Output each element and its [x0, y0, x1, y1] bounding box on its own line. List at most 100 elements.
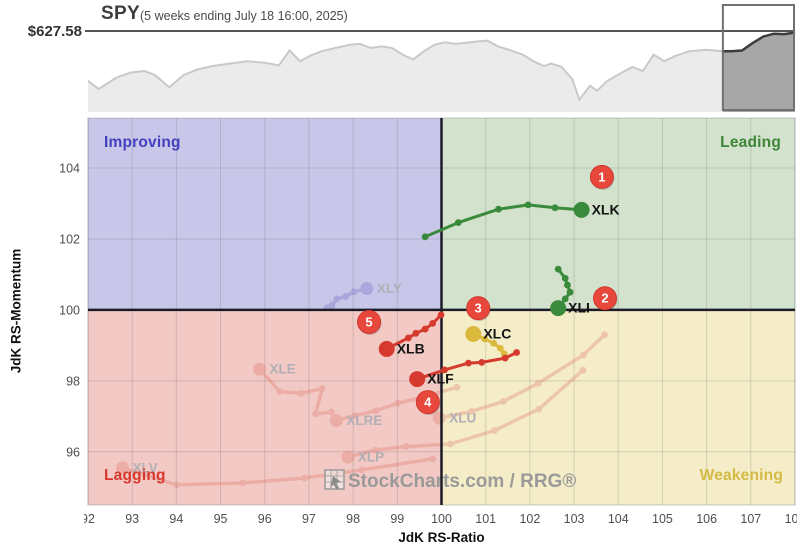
- xly-trail-dot: [350, 288, 358, 296]
- quadrant-improving: [88, 118, 442, 310]
- xlf-label[interactable]: XLF: [427, 371, 454, 387]
- xli-trail-dot: [561, 274, 569, 282]
- quadrant-leading: [441, 118, 795, 310]
- xle-trail-dot: [328, 408, 335, 416]
- quadrant-label-lagging: Lagging: [104, 467, 166, 484]
- badge-number: 5: [365, 314, 372, 329]
- xly-trail: [323, 282, 374, 312]
- annotation-badge-2[interactable]: 2: [592, 286, 618, 312]
- xlc-head-dot[interactable]: [465, 326, 482, 343]
- xlf-trail-dot: [513, 349, 521, 356]
- xlb-label[interactable]: XLB: [397, 340, 425, 356]
- watermark-text: StockCharts.com / RRG®: [348, 471, 576, 492]
- x-tick-98: 98: [346, 512, 360, 526]
- spy-area-fill: [88, 32, 795, 112]
- xlre-trail-dot: [351, 412, 359, 420]
- xlv-trail: [115, 455, 437, 489]
- xlu-trail-dot: [499, 398, 507, 405]
- xlk-trail: [421, 201, 590, 241]
- xly-head-dot: [360, 282, 374, 296]
- xlk-trail-dot: [524, 201, 532, 209]
- xle-trail-dot: [276, 388, 284, 395]
- xlp-trail-dot: [446, 440, 454, 448]
- x-tick-100: 100: [431, 512, 452, 526]
- xle-label: XLE: [269, 362, 295, 377]
- xlf-head-dot[interactable]: [409, 371, 426, 388]
- x-tick-107: 107: [740, 512, 761, 526]
- badge-circle[interactable]: [415, 390, 440, 415]
- xlk-trail-dot: [454, 219, 462, 227]
- xlp-trail-line: [346, 368, 585, 459]
- highlight-window-box[interactable]: [721, 4, 795, 111]
- badge-circle[interactable]: [592, 286, 617, 311]
- y-axis-title: JdK RS-Momentum: [8, 248, 24, 374]
- xlu-trail-dot: [534, 379, 542, 387]
- xlf-trail: [409, 349, 521, 388]
- xli-trail-dot: [564, 281, 571, 289]
- xly-trail-dot: [342, 293, 350, 300]
- badge-number: 3: [475, 301, 482, 316]
- badge-number: 4: [424, 395, 432, 410]
- spy-highlight-group: [722, 31, 796, 112]
- xli-head-dot[interactable]: [550, 300, 567, 317]
- xlc-label[interactable]: XLC: [483, 326, 511, 342]
- x-tick-103: 103: [564, 512, 585, 526]
- xlu-trail-dot: [601, 331, 608, 339]
- x-axis-title: JdK RS-Ratio: [398, 530, 485, 545]
- x-tick-106: 106: [696, 512, 717, 526]
- xli-label[interactable]: XLI: [568, 300, 590, 316]
- xlre-trail-dot: [453, 383, 461, 391]
- symbol-title: SPY: [101, 3, 140, 24]
- x-tick-108: 108: [785, 512, 800, 526]
- watermark-group: StockCharts.com / RRG®: [324, 469, 576, 492]
- xly-trail-line: [325, 286, 369, 310]
- xlb-head-dot[interactable]: [378, 340, 395, 357]
- xlk-trail-dot: [551, 204, 559, 212]
- xlp-head-dot: [341, 450, 355, 464]
- xlv-label: XLV: [132, 460, 157, 475]
- quadrant-label-weakening: Weakening: [699, 467, 783, 484]
- x-tick-93: 93: [125, 512, 139, 526]
- xle-trail-dot: [298, 389, 305, 397]
- chart-subtitle: (5 weeks ending July 18 16:00, 2025): [140, 9, 348, 23]
- xlu-trail-line: [437, 332, 607, 420]
- xlf-trail-dot: [465, 359, 472, 367]
- xlp-trail-dot: [402, 443, 410, 450]
- badge-circle[interactable]: [589, 164, 614, 189]
- xlu-trail-dot: [579, 351, 587, 359]
- xlk-label[interactable]: XLK: [592, 201, 620, 217]
- y-tick-100: 100: [59, 303, 80, 317]
- xlp-trail-dot: [535, 405, 543, 413]
- xlb-trail-dot: [404, 334, 412, 342]
- annotation-badge-1[interactable]: 1: [589, 164, 615, 190]
- xlb-trail-dot: [437, 311, 445, 319]
- annotation-badge-4[interactable]: 4: [415, 390, 441, 416]
- xlb-trail: [378, 311, 445, 357]
- badge-circle[interactable]: [357, 309, 382, 334]
- x-tick-96: 96: [258, 512, 272, 526]
- xlv-trail-dot: [301, 474, 308, 482]
- xlf-trail-dot: [501, 354, 509, 362]
- y-tick-104: 104: [59, 162, 80, 176]
- xlu-trail: [432, 331, 608, 425]
- xle-trail-line: [257, 367, 334, 416]
- xlp-label: XLP: [358, 450, 384, 465]
- xlb-trail-dot: [412, 329, 420, 337]
- badge-circle[interactable]: [466, 296, 491, 321]
- xlk-head-dot[interactable]: [573, 201, 590, 218]
- quadrant-label-leading: Leading: [720, 134, 781, 151]
- xlv-trail-line: [120, 457, 435, 487]
- xlv-trail-dot: [172, 481, 180, 489]
- xlc-trail-dot: [496, 344, 504, 352]
- xly-trail-dot: [333, 295, 341, 303]
- xlu-label: XLU: [449, 411, 476, 426]
- x-tick-102: 102: [519, 512, 540, 526]
- badge-number: 1: [598, 169, 605, 184]
- annotation-badge-3[interactable]: 3: [466, 296, 491, 322]
- xlp-trail-dot: [371, 446, 379, 454]
- xlp-trail: [341, 366, 587, 464]
- xle-trail: [252, 362, 335, 418]
- annotation-badge-5[interactable]: 5: [357, 309, 382, 335]
- xlre-trail-dot: [394, 399, 402, 407]
- xlf-trail-dot: [478, 359, 486, 366]
